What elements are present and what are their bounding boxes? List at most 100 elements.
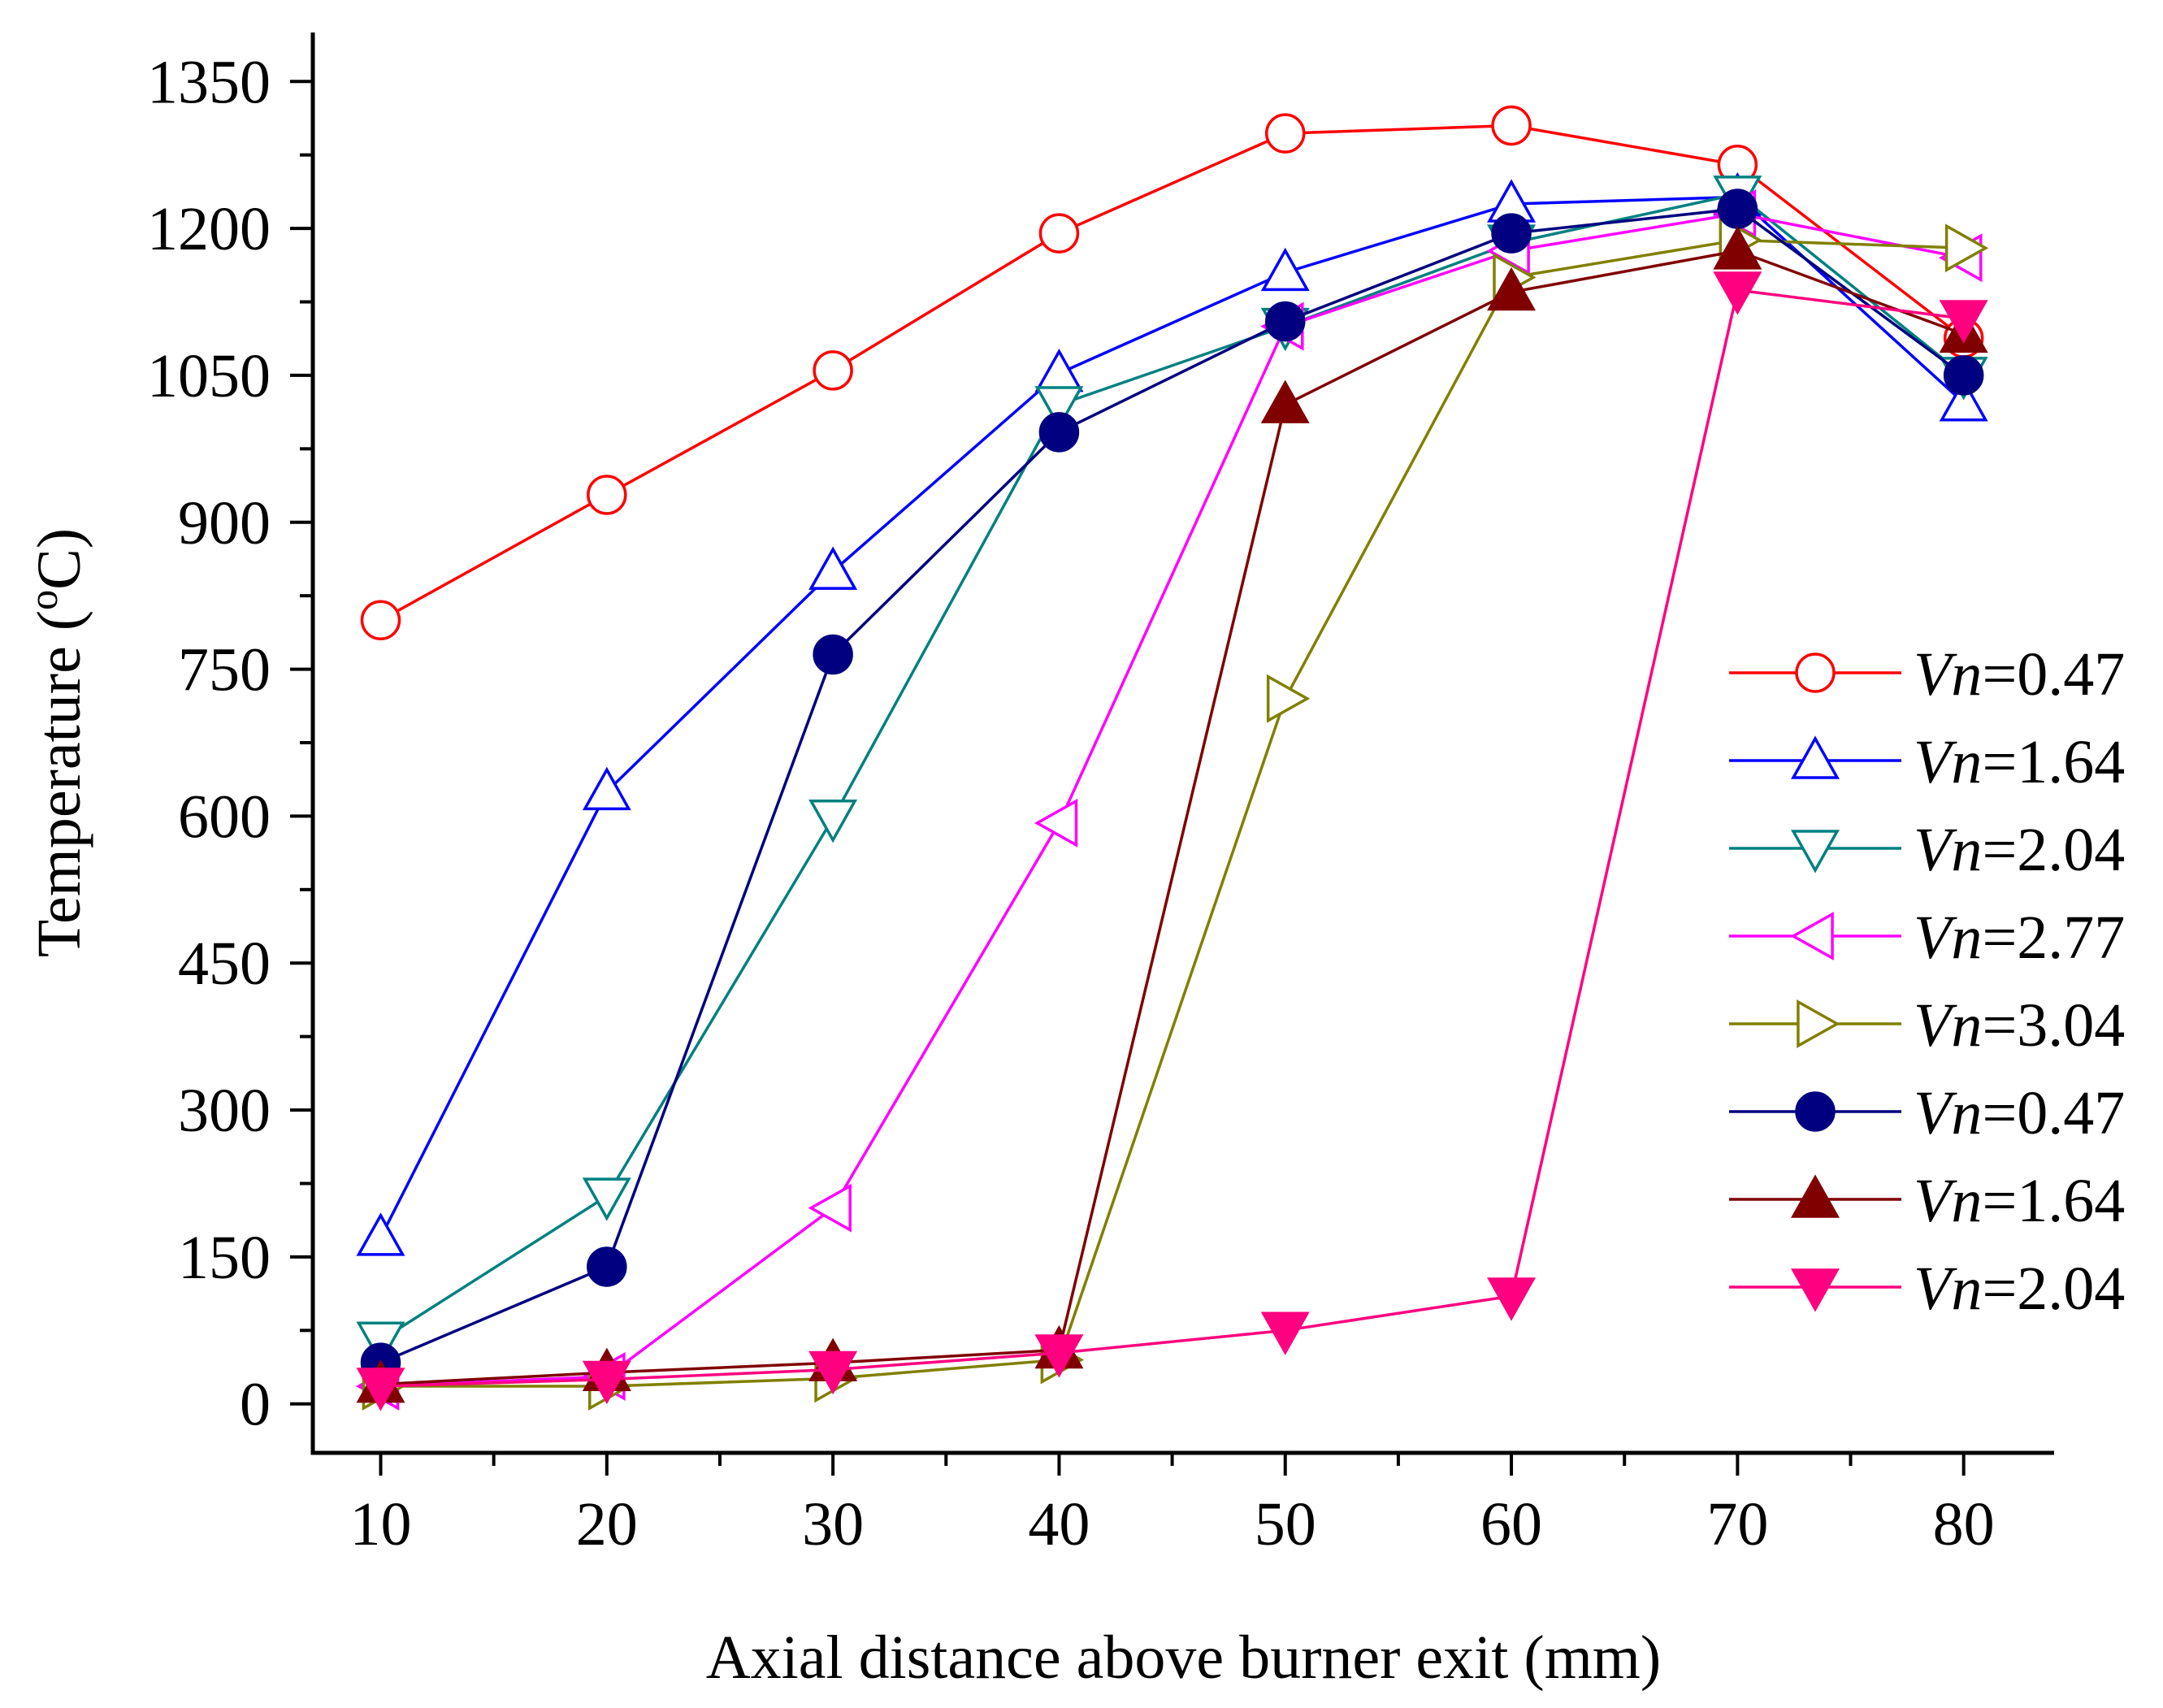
series-4-point: [1034, 798, 1078, 847]
legend-label: Vn=0.47: [1914, 1079, 2125, 1147]
legend-value: =3.04: [1982, 991, 2125, 1060]
x-tick-label: 60: [1480, 1490, 1542, 1558]
series-1-point: [1264, 113, 1306, 154]
series-8: [356, 271, 1988, 1411]
series-8-point: [1713, 271, 1762, 315]
series-6-point: [1264, 301, 1306, 342]
y-axis-title: Temperature (oC): [20, 528, 93, 957]
legend-value: =0.47: [1982, 640, 2125, 709]
y-tick-label: 600: [178, 782, 271, 851]
legend-swatch-marker: [1797, 999, 1840, 1048]
series-8-point: [1939, 300, 1988, 344]
y-tick-label: 750: [178, 636, 271, 704]
legend-variable: Vn: [1914, 1255, 1982, 1323]
x-tick-label: 10: [349, 1490, 411, 1558]
series-7-point: [1713, 226, 1762, 270]
series-5-point: [1944, 223, 1989, 273]
x-tick-label: 80: [1933, 1490, 1995, 1558]
legend: Vn=0.47Vn=1.64Vn=2.04Vn=2.77Vn=3.04Vn=0.…: [1729, 640, 2125, 1323]
y-tick-label: 1050: [147, 342, 271, 410]
legend-value: =2.04: [1982, 1255, 2125, 1323]
y-tick-label: 900: [178, 489, 271, 557]
series-1-point: [1491, 105, 1532, 146]
series-2-point: [1034, 348, 1084, 392]
legend-value: =0.47: [1982, 1079, 2125, 1147]
legend-label: Vn=2.04: [1914, 816, 2125, 884]
series-5: [362, 215, 1989, 1411]
series-3: [356, 176, 1988, 1365]
legend-swatch-marker: [1795, 1091, 1836, 1132]
legend-variable: Vn: [1914, 816, 1982, 884]
series-3-point: [356, 1321, 405, 1365]
legend-variable: Vn: [1914, 728, 1982, 796]
y-tick-label: 150: [178, 1224, 271, 1292]
x-tick-label: 40: [1028, 1490, 1090, 1558]
series-4-point: [808, 1183, 852, 1233]
x-tick-label: 50: [1255, 1490, 1316, 1558]
legend-item-2: Vn=1.64: [1729, 728, 2125, 796]
x-tick-label: 70: [1706, 1490, 1768, 1558]
y-tick-label: 450: [178, 930, 271, 998]
series-3-point: [808, 800, 858, 843]
series-1: [360, 105, 1984, 641]
series-6-line: [379, 207, 1965, 1364]
legend-value: =2.77: [1982, 904, 2125, 972]
legend-variable: Vn: [1914, 904, 1982, 972]
series-3-point: [1034, 386, 1084, 430]
y-tick-label: 1200: [147, 195, 271, 263]
series-2-point: [808, 546, 858, 590]
legend-label: Vn=1.64: [1914, 1167, 2125, 1235]
series-2: [356, 171, 1988, 1256]
legend-swatch-marker: [1795, 652, 1836, 693]
legend-item-3: Vn=2.04: [1729, 816, 2125, 884]
series-5-line: [380, 238, 1964, 1388]
legend-value: =1.64: [1982, 1167, 2125, 1235]
legend-item-5: Vn=3.04: [1729, 991, 2125, 1060]
series-3-line: [379, 193, 1965, 1342]
series-6-point: [1943, 355, 1984, 396]
series-7-point: [1260, 379, 1310, 423]
legend-variable: Vn: [1914, 1167, 1982, 1235]
legend-item-1: Vn=0.47: [1729, 640, 2125, 709]
y-tick-label: 1350: [147, 48, 271, 116]
legend-label: Vn=0.47: [1914, 640, 2125, 709]
legend-value: =2.04: [1982, 816, 2125, 884]
series-1-point: [587, 475, 627, 515]
series-3-point: [582, 1177, 631, 1221]
legend-swatch-marker: [1791, 1268, 1840, 1312]
series-7-line: [380, 249, 1965, 1386]
legend-label: Vn=1.64: [1914, 728, 2125, 796]
series-2-point: [582, 766, 631, 811]
x-tick-label: 30: [802, 1490, 864, 1558]
legend-label: Vn=2.04: [1914, 1255, 2125, 1323]
legend-variable: Vn: [1914, 640, 1982, 709]
series-6-point: [1717, 189, 1758, 229]
legend-swatch-marker: [1791, 1174, 1840, 1218]
y-tick-label: 0: [240, 1371, 271, 1439]
series-7-point: [1487, 267, 1537, 311]
series-2-point: [1939, 378, 1988, 422]
series-8-point: [356, 1368, 405, 1411]
legend-variable: Vn: [1914, 991, 1982, 1060]
series-8-point: [1034, 1334, 1084, 1378]
series-8-point: [1487, 1277, 1537, 1321]
series-4-line: [380, 212, 1965, 1388]
series-8-line: [380, 288, 1964, 1388]
series-6-point: [813, 634, 853, 675]
legend-swatch-marker: [1790, 912, 1834, 960]
series-5-point: [1266, 674, 1311, 723]
series-8-point: [582, 1360, 631, 1405]
series-7: [356, 226, 1988, 1403]
series-2-line: [379, 195, 1965, 1238]
x-axis-title: Axial distance above burner exit (mm): [706, 1623, 1661, 1692]
series-6-point: [1491, 213, 1532, 254]
legend-item-7: Vn=1.64: [1729, 1167, 2125, 1235]
series-2-point: [356, 1212, 405, 1256]
legend-variable: Vn: [1914, 1079, 1982, 1147]
legend-item-6: Vn=0.47: [1729, 1079, 2125, 1147]
legend-item-4: Vn=2.77: [1729, 904, 2125, 972]
legend-item-8: Vn=2.04: [1729, 1255, 2125, 1323]
legend-label: Vn=2.77: [1914, 904, 2125, 972]
series-8-point: [1260, 1311, 1310, 1355]
